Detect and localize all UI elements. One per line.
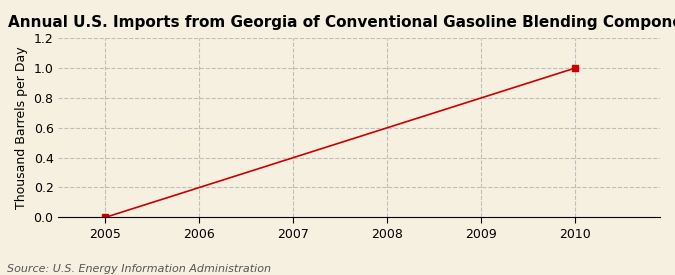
Title: Annual U.S. Imports from Georgia of Conventional Gasoline Blending Components: Annual U.S. Imports from Georgia of Conv… (8, 15, 675, 30)
Y-axis label: Thousand Barrels per Day: Thousand Barrels per Day (15, 46, 28, 209)
Text: Source: U.S. Energy Information Administration: Source: U.S. Energy Information Administ… (7, 264, 271, 274)
